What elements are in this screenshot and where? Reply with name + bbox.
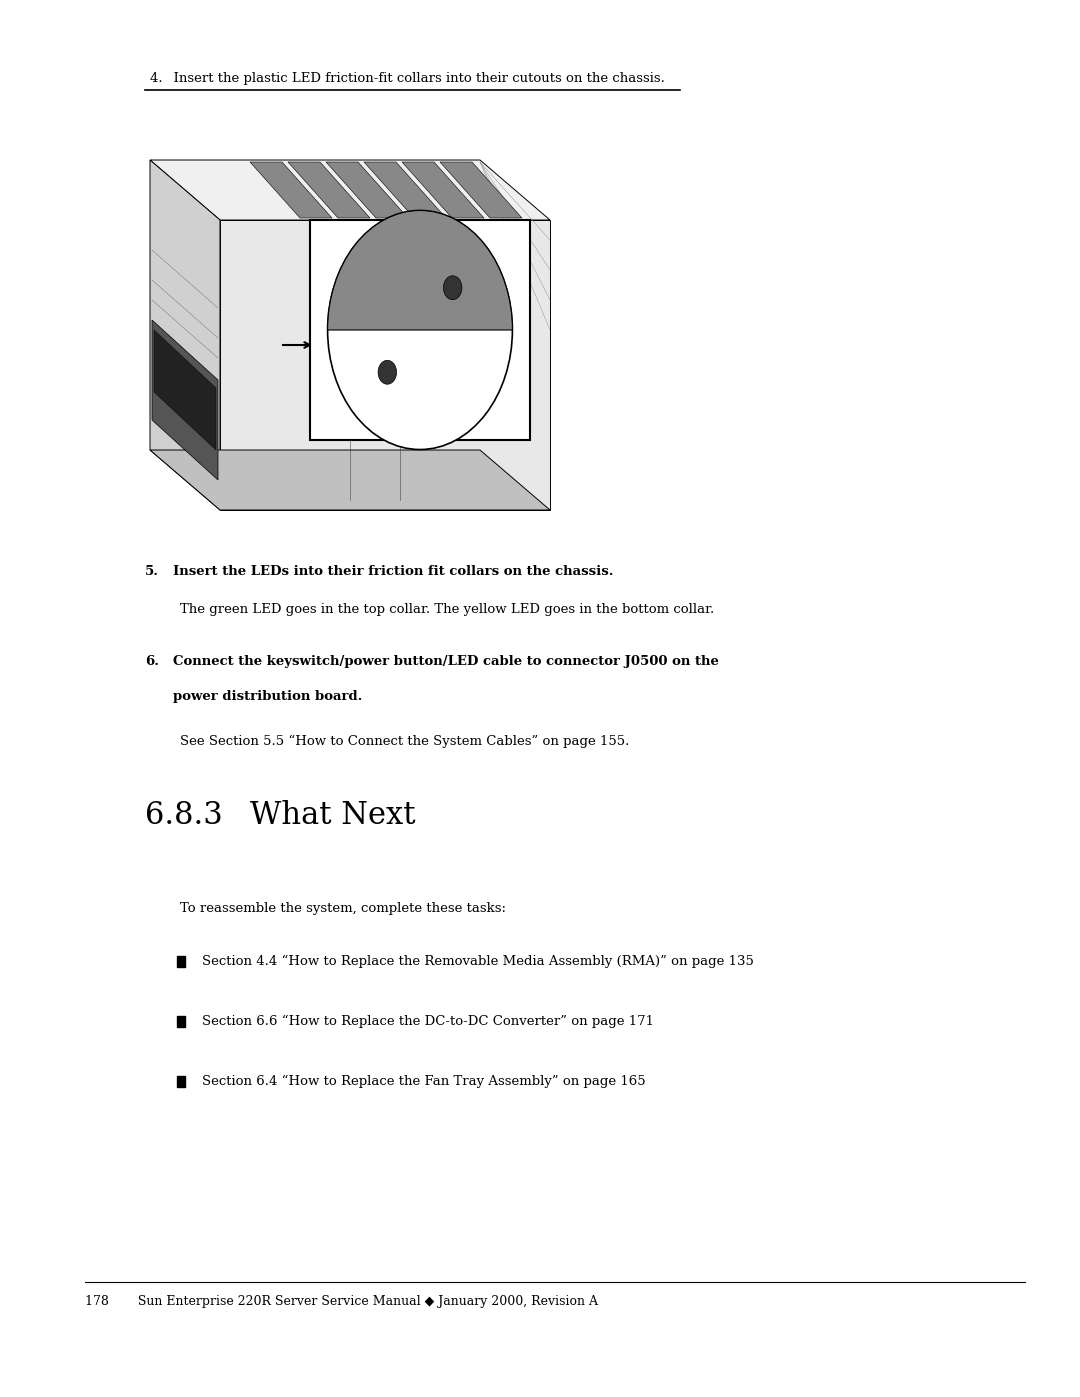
Circle shape bbox=[444, 275, 462, 300]
Text: The green LED goes in the top collar. The yellow LED goes in the bottom collar.: The green LED goes in the top collar. Th… bbox=[180, 604, 714, 616]
Circle shape bbox=[378, 360, 396, 384]
Polygon shape bbox=[154, 330, 216, 450]
Polygon shape bbox=[150, 161, 550, 219]
Polygon shape bbox=[150, 450, 550, 510]
Text: Insert the LEDs into their friction fit collars on the chassis.: Insert the LEDs into their friction fit … bbox=[173, 564, 613, 578]
Text: Connect the keyswitch/power button/LED cable to connector J0500 on the: Connect the keyswitch/power button/LED c… bbox=[173, 655, 719, 668]
Polygon shape bbox=[152, 320, 218, 481]
Wedge shape bbox=[327, 211, 512, 330]
Text: Section 6.4 “How to Replace the Fan Tray Assembly” on page 165: Section 6.4 “How to Replace the Fan Tray… bbox=[202, 1076, 646, 1088]
Text: 5.: 5. bbox=[145, 564, 159, 578]
Text: 4.  Insert the plastic LED friction-fit collars into their cutouts on the chassi: 4. Insert the plastic LED friction-fit c… bbox=[150, 73, 665, 85]
Polygon shape bbox=[288, 162, 370, 218]
Text: 6.8.3: 6.8.3 bbox=[145, 800, 222, 831]
Polygon shape bbox=[440, 162, 522, 218]
Polygon shape bbox=[310, 219, 530, 440]
Text: 6.: 6. bbox=[145, 655, 159, 668]
Polygon shape bbox=[150, 161, 220, 510]
Text: Section 4.4 “How to Replace the Removable Media Assembly (RMA)” on page 135: Section 4.4 “How to Replace the Removabl… bbox=[202, 956, 754, 968]
Polygon shape bbox=[326, 162, 408, 218]
Bar bbox=[177, 956, 186, 967]
Circle shape bbox=[327, 211, 512, 450]
Bar bbox=[177, 1016, 186, 1027]
Text: What Next: What Next bbox=[249, 800, 416, 831]
Text: 178   Sun Enterprise 220R Server Service Manual ◆ January 2000, Revision A: 178 Sun Enterprise 220R Server Service M… bbox=[85, 1295, 598, 1308]
Text: See Section 5.5 “How to Connect the System Cables” on page 155.: See Section 5.5 “How to Connect the Syst… bbox=[180, 735, 630, 749]
Text: Section 6.6 “How to Replace the DC-to-DC Converter” on page 171: Section 6.6 “How to Replace the DC-to-DC… bbox=[202, 1016, 654, 1028]
Text: To reassemble the system, complete these tasks:: To reassemble the system, complete these… bbox=[180, 902, 507, 915]
Polygon shape bbox=[249, 162, 332, 218]
Text: power distribution board.: power distribution board. bbox=[173, 690, 363, 703]
Bar bbox=[177, 1076, 186, 1087]
Polygon shape bbox=[364, 162, 446, 218]
Polygon shape bbox=[402, 162, 484, 218]
Polygon shape bbox=[220, 219, 550, 510]
